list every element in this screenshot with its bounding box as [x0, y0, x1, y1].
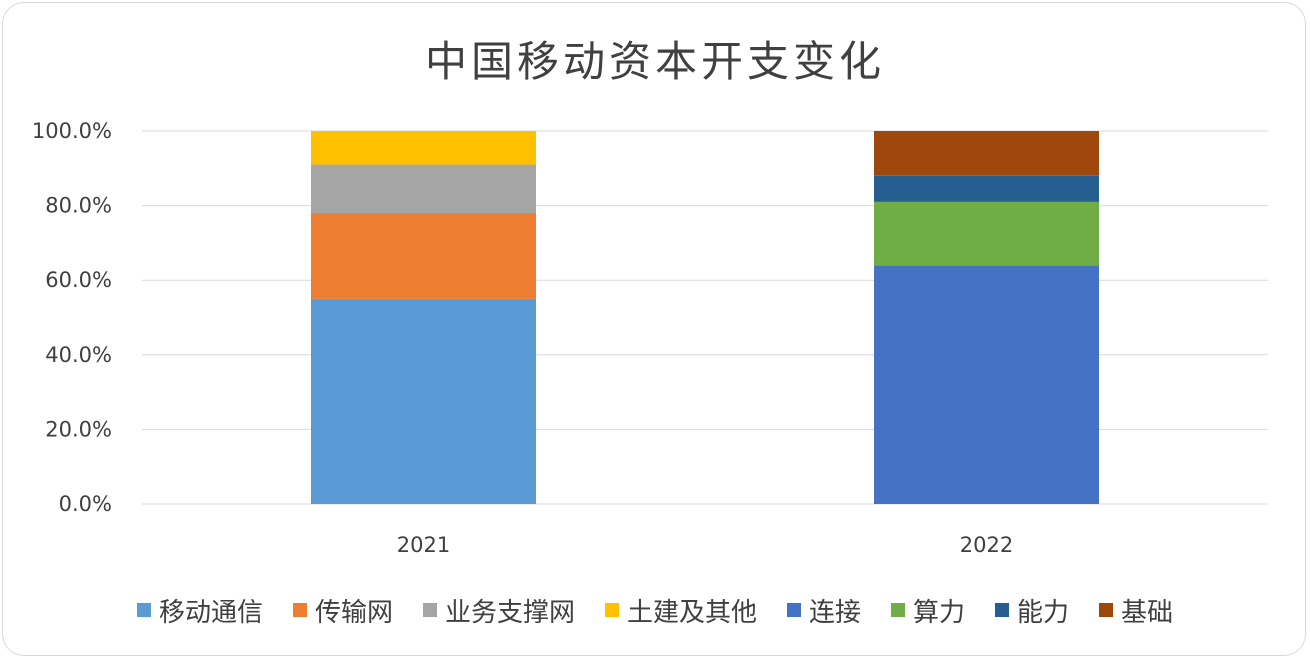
- legend-item: 连接: [787, 592, 861, 629]
- y-tick-label: 60.0%: [45, 268, 112, 292]
- y-tick-label: 80.0%: [45, 194, 112, 218]
- x-tick-label: 2022: [960, 533, 1013, 557]
- legend-item: 业务支撑网: [422, 592, 575, 629]
- legend-swatch: [1099, 603, 1114, 617]
- bar-segment: [311, 298, 536, 504]
- legend-label: 算力: [913, 597, 966, 628]
- legend-item: 能力: [995, 592, 1069, 629]
- bar-segment: [874, 131, 1099, 176]
- y-tick-label: 20.0%: [45, 417, 112, 441]
- legend-item: 传输网: [292, 592, 393, 629]
- y-tick-label: 0.0%: [59, 492, 112, 516]
- legend-item: 移动通信: [136, 592, 263, 629]
- legend-swatch: [787, 603, 801, 617]
- legend-swatch: [292, 603, 307, 617]
- y-tick-label: 40.0%: [45, 343, 112, 367]
- bar-segment: [311, 164, 536, 214]
- y-tick-label: 100.0%: [32, 119, 112, 143]
- legend-item: 基础: [1099, 592, 1173, 629]
- legend-swatch: [136, 603, 151, 617]
- legend-label: 业务支撑网: [444, 597, 575, 628]
- legend-label: 传输网: [314, 597, 393, 628]
- legend-swatch: [604, 603, 619, 617]
- legend-label: 基础: [1121, 597, 1174, 628]
- bar-segment: [874, 201, 1099, 266]
- legend-label: 移动通信: [158, 597, 263, 628]
- bar-segment: [874, 265, 1099, 504]
- chart-legend: 移动通信 传输网 业务支撑网 土建及其他 连接 算力 能力 基础: [0, 590, 1310, 630]
- legend-item: 土建及其他: [604, 592, 757, 629]
- legend-label: 土建及其他: [626, 597, 757, 628]
- bar-segment: [311, 213, 536, 299]
- bar-segment: [874, 175, 1099, 202]
- chart-title: 中国移动资本开支变化: [424, 37, 885, 86]
- legend-label: 能力: [1017, 597, 1070, 628]
- legend-swatch: [891, 603, 906, 617]
- x-tick-label: 2021: [397, 533, 450, 557]
- bar-segment: [311, 131, 536, 165]
- legend-swatch: [995, 603, 1010, 617]
- legend-item: 算力: [891, 592, 965, 629]
- legend-swatch: [422, 603, 437, 617]
- legend-label: 连接: [809, 597, 862, 628]
